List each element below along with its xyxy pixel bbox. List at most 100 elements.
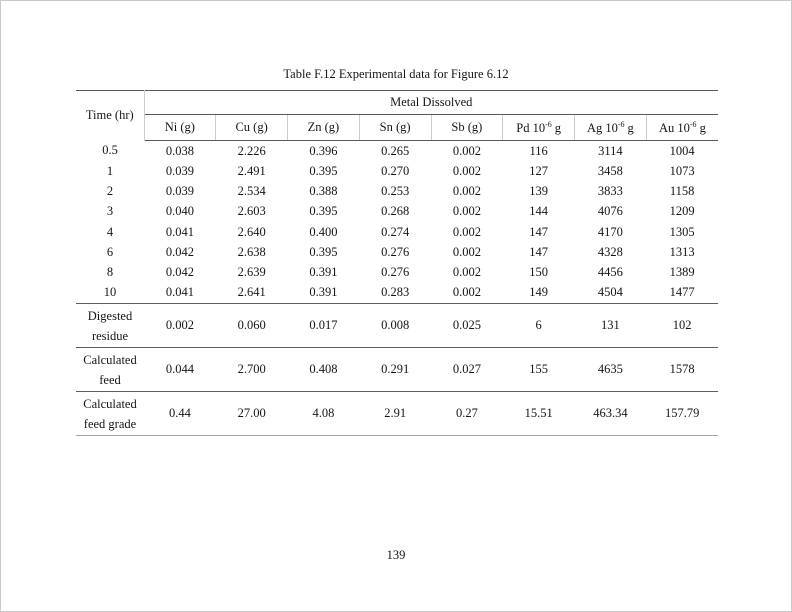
cell: 463.34 (574, 391, 647, 436)
unit-label: g (699, 120, 706, 135)
row-label: Digested residue (76, 303, 144, 348)
cell: 0.408 (287, 347, 360, 392)
table-row: 10 0.041 2.641 0.391 0.283 0.002 149 450… (76, 283, 718, 304)
column-header-sn: Sn (g) (358, 114, 431, 141)
table-row: 1 0.039 2.491 0.395 0.270 0.002 127 3458… (76, 161, 718, 181)
cell: 1073 (669, 163, 695, 178)
column-label: Ni (g) (164, 120, 195, 134)
cell: 0.027 (431, 347, 503, 392)
cell: 0.044 (144, 347, 216, 392)
cell: 0.388 (309, 184, 338, 199)
cell: 1004 (669, 143, 695, 158)
row-label: 4 (106, 224, 114, 239)
cell: 3114 (598, 143, 623, 158)
cell: 0.002 (452, 184, 481, 199)
cell: 2.638 (237, 244, 266, 259)
cell: 131 (574, 303, 647, 348)
row-label-line: residue (91, 328, 129, 343)
table-row: 6 0.042 2.638 0.395 0.276 0.002 147 4328… (76, 242, 718, 262)
cell: 0.391 (309, 265, 338, 280)
cell: 2.603 (237, 204, 266, 219)
row-label: 8 (106, 265, 114, 280)
cell: 102 (646, 303, 719, 348)
cell: 0.002 (452, 285, 481, 300)
superscript: -6 (545, 119, 552, 129)
table-row-calculated-feed: Calculated feed 0.044 2.700 0.408 0.291 … (76, 347, 719, 392)
column-header-zn: Zn (g) (287, 114, 360, 141)
column-header-ni: Ni (g) (144, 114, 216, 141)
cell: 2.641 (237, 285, 266, 300)
cell: 0.395 (309, 204, 338, 219)
cell: 144 (529, 204, 548, 219)
cell: 0.002 (452, 163, 481, 178)
cell: 127 (529, 163, 548, 178)
row-label-line: Calculated (83, 396, 137, 411)
cell: 1389 (669, 265, 695, 280)
cell: 2.91 (359, 391, 431, 436)
cell: 150 (529, 265, 548, 280)
cell: 0.042 (165, 244, 194, 259)
cell: 0.253 (381, 184, 410, 199)
cell: 2.639 (237, 265, 266, 280)
table-row: 0.5 0.038 2.226 0.396 0.265 0.002 116 31… (76, 141, 718, 162)
cell: 155 (502, 347, 575, 392)
cell: 0.395 (309, 244, 338, 259)
cell: 0.276 (381, 244, 410, 259)
cell: 0.041 (165, 285, 194, 300)
cell: 4076 (597, 204, 623, 219)
column-label: Ag 10 (586, 120, 618, 135)
column-label: Sn (g) (379, 120, 411, 134)
cell: 2.700 (215, 347, 288, 392)
cell: 0.060 (215, 303, 288, 348)
cell: 1477 (669, 285, 695, 300)
page-number: 139 (386, 548, 406, 562)
cell: 0.002 (452, 143, 481, 158)
group-header-metal-dissolved: Metal Dissolved (144, 90, 719, 115)
row-label: 6 (106, 244, 114, 259)
row-label: 2 (106, 184, 114, 199)
cell: 4328 (597, 244, 623, 259)
cell: 0.039 (165, 184, 194, 199)
table-row-calculated-feed-grade: Calculated feed grade 0.44 27.00 4.08 2.… (76, 391, 719, 436)
table-header-group-row: Time (hr) Metal Dissolved (76, 90, 719, 141)
cell: 147 (529, 224, 548, 239)
cell: 6 (502, 303, 575, 348)
cell: 2.640 (237, 224, 266, 239)
cell: 1313 (669, 244, 695, 259)
cell: 0.040 (165, 204, 194, 219)
cell: 149 (529, 285, 548, 300)
cell: 0.038 (165, 143, 194, 158)
cell: 0.291 (359, 347, 431, 392)
cell: 0.27 (431, 391, 503, 436)
experimental-data-table: Time (hr) Metal Dissolved Ni (g) Cu (g) … (76, 90, 719, 436)
cell: 0.44 (144, 391, 216, 436)
cell: 4504 (597, 285, 623, 300)
row-label-line: Digested (87, 308, 133, 323)
cell: 0.270 (381, 163, 410, 178)
unit-label: g (554, 120, 561, 135)
cell: 0.265 (381, 143, 410, 158)
column-header-sb: Sb (g) (430, 114, 503, 141)
cell: 157.79 (646, 391, 719, 436)
cell: 0.002 (144, 303, 216, 348)
row-label: 1 (106, 163, 114, 178)
column-header-ag: Ag 10-6 g (574, 114, 647, 141)
cell: 27.00 (215, 391, 288, 436)
cell: 1209 (669, 204, 695, 219)
table-row: 3 0.040 2.603 0.395 0.268 0.002 144 4076… (76, 202, 718, 222)
column-label: Au 10 (658, 120, 690, 135)
cell: 0.002 (452, 244, 481, 259)
row-label: 10 (103, 285, 117, 300)
row-label-line: Calculated (83, 352, 137, 367)
row-label: Calculated feed (76, 347, 144, 392)
cell: 0.283 (381, 285, 410, 300)
table-row: 8 0.042 2.639 0.391 0.276 0.002 150 4456… (76, 263, 718, 283)
cell: 116 (529, 143, 548, 158)
cell: 0.002 (452, 265, 481, 280)
cell: 0.002 (452, 224, 481, 239)
cell: 0.395 (309, 163, 338, 178)
table-header-row: Ni (g) Cu (g) Zn (g) Sn (g) Sb (g) Pd 10… (76, 114, 719, 141)
table-row: 2 0.039 2.534 0.388 0.253 0.002 139 3833… (76, 182, 718, 202)
cell: 0.274 (381, 224, 410, 239)
cell: 147 (529, 244, 548, 259)
